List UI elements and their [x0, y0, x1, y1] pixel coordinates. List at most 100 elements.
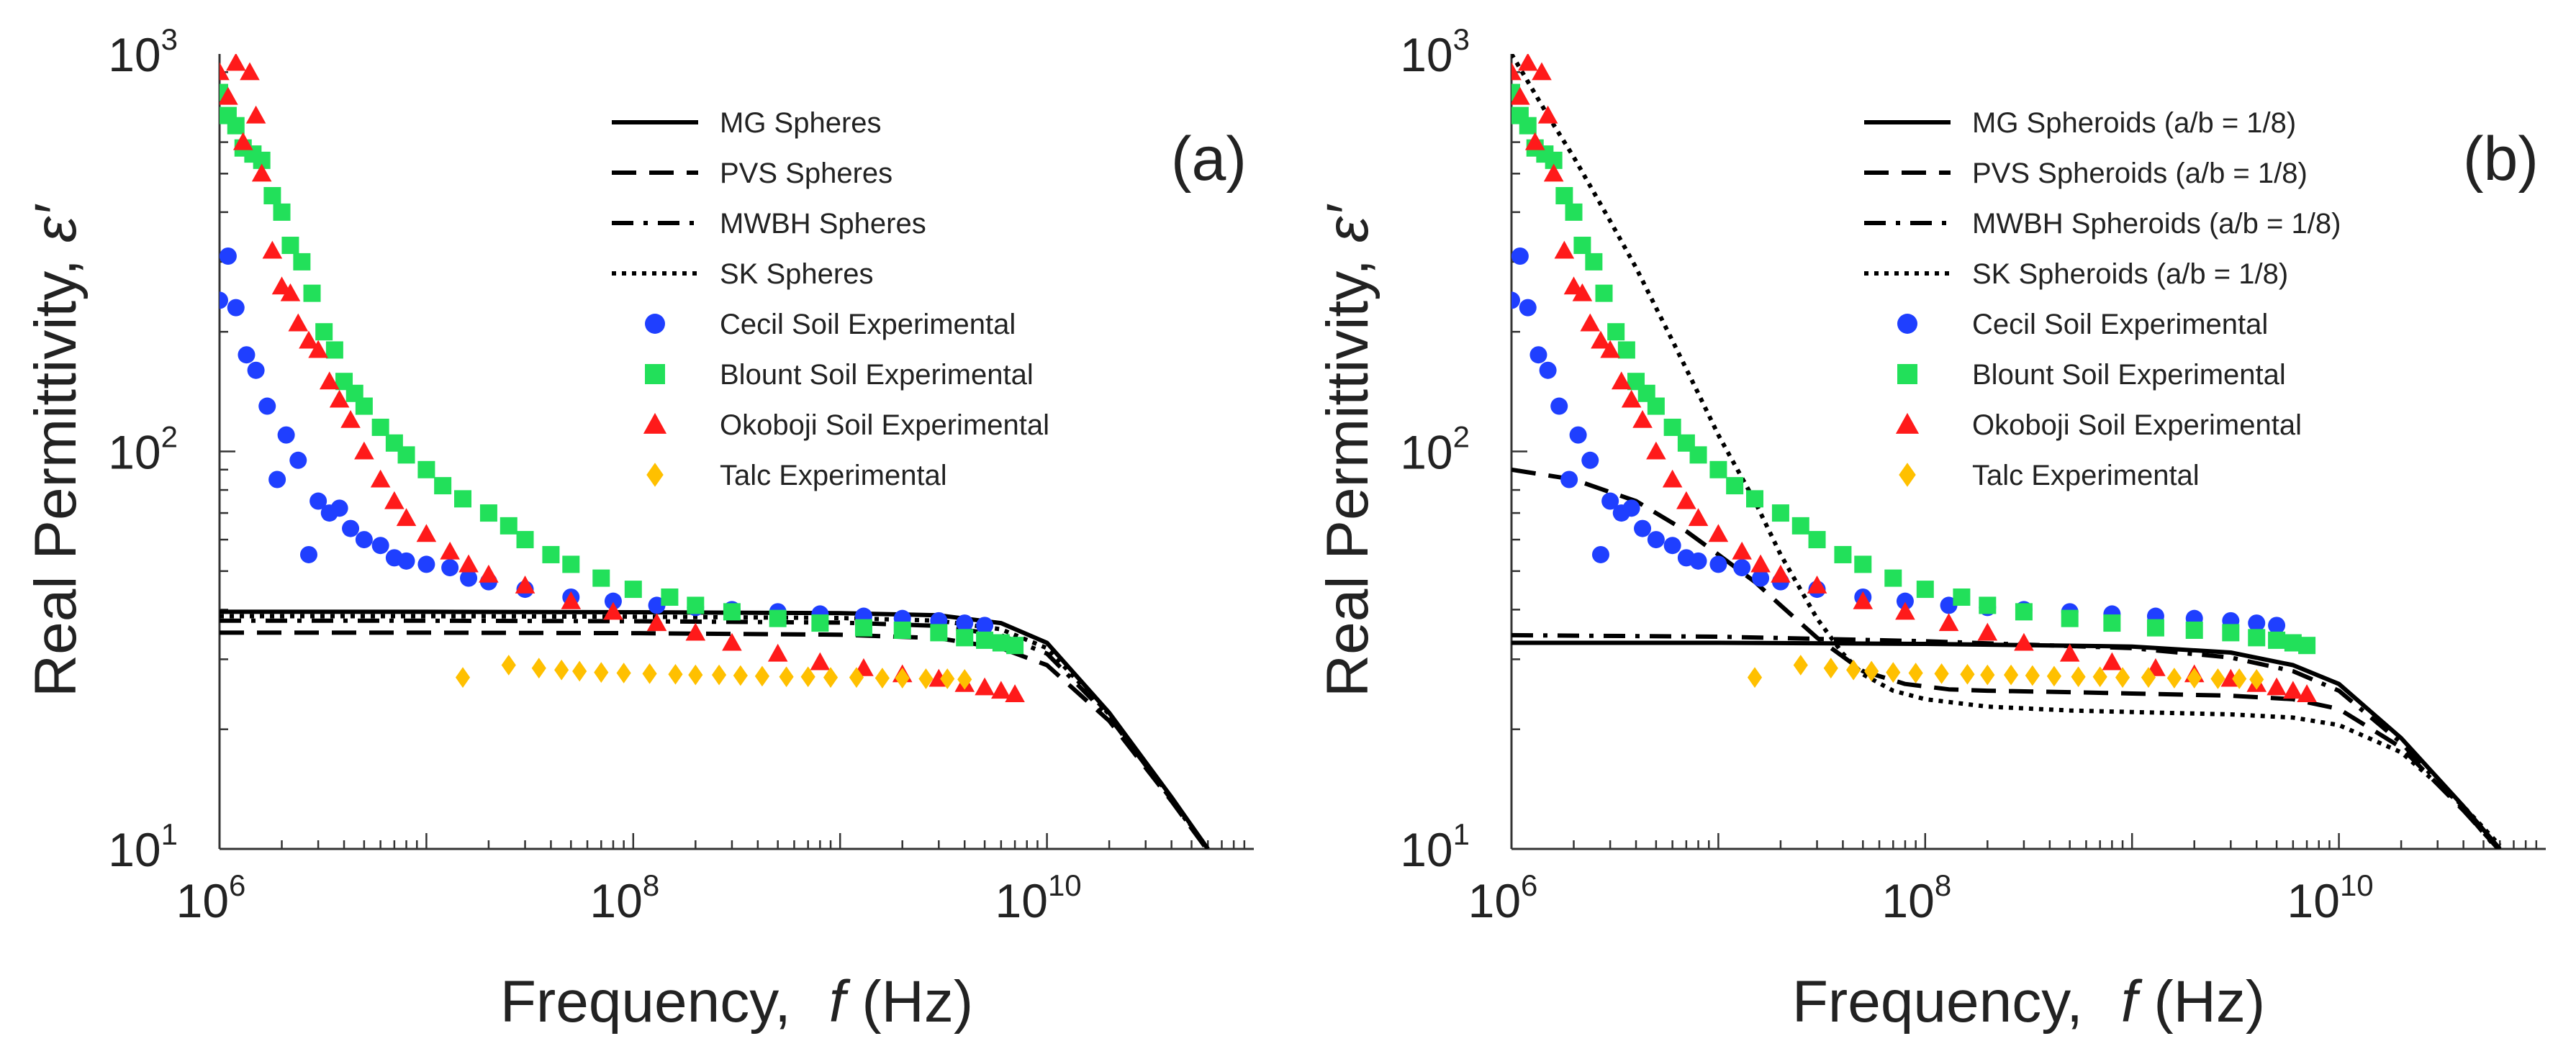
- data-point-diamond: [2232, 668, 2247, 689]
- data-point-square: [1573, 237, 1591, 255]
- data-point-circle: [1752, 569, 1770, 587]
- data-point-diamond: [1980, 664, 1995, 686]
- data-point-square: [1726, 477, 1744, 495]
- x-tick-exponent: 8: [643, 868, 659, 902]
- data-point-diamond: [2115, 667, 2130, 688]
- y-tick-label: 101: [1400, 817, 1470, 876]
- data-point-triangle: [2014, 632, 2034, 651]
- x-tick-base: 10: [995, 874, 1048, 927]
- data-point-diamond: [895, 668, 910, 688]
- x-tick-exponent: 6: [1521, 868, 1537, 902]
- data-point-square: [811, 614, 829, 632]
- data-point-triangle: [220, 86, 238, 105]
- data-point-square: [930, 624, 948, 642]
- data-point-diamond: [2003, 664, 2019, 686]
- data-point-diamond: [1823, 658, 1838, 679]
- x-tick-base: 10: [1468, 874, 1521, 927]
- data-point-circle: [604, 592, 622, 610]
- data-point-square: [2103, 614, 2121, 632]
- data-point-circle: [299, 545, 317, 563]
- legend-entry-label: Okoboji Soil Experimental: [720, 409, 1049, 441]
- data-point-triangle: [308, 340, 328, 358]
- data-point-square: [956, 629, 974, 647]
- data-point-triangle: [767, 643, 788, 662]
- data-point-diamond: [779, 666, 794, 688]
- data-point-triangle: [991, 681, 1011, 699]
- data-point-square: [454, 490, 472, 508]
- data-point-triangle: [262, 240, 283, 259]
- x-axis-label-text: Frequency,: [500, 969, 808, 1035]
- x-tick-exponent: 8: [1935, 868, 1951, 902]
- data-point-diamond: [1793, 655, 1808, 676]
- data-point-triangle: [1688, 508, 1709, 527]
- data-point-square: [1746, 490, 1764, 508]
- x-tick-base: 10: [176, 874, 229, 927]
- data-point-square: [1565, 203, 1583, 221]
- y-tick-base: 10: [108, 28, 161, 81]
- data-point-triangle: [1511, 62, 1522, 81]
- data-point-circle: [1519, 299, 1537, 317]
- data-point-square: [516, 531, 534, 549]
- data-point-triangle: [370, 469, 391, 488]
- data-point-triangle: [251, 163, 272, 182]
- data-point-diamond: [501, 655, 516, 676]
- data-point-circle: [1622, 499, 1640, 517]
- data-point-triangle: [1543, 163, 1564, 182]
- data-point-diamond: [733, 665, 748, 686]
- data-point-square: [1884, 569, 1902, 587]
- x-axis-label-unit: (Hz): [846, 969, 974, 1035]
- data-point-circle: [1647, 531, 1665, 549]
- data-point-triangle: [1708, 524, 1729, 542]
- data-point-circle: [355, 531, 373, 549]
- data-point-diamond: [800, 666, 815, 688]
- data-point-circle: [441, 559, 459, 577]
- y-tick-base: 10: [108, 823, 161, 876]
- data-point-square: [893, 621, 911, 639]
- y-tick-exponent: 1: [161, 817, 178, 851]
- data-point-triangle: [384, 491, 405, 509]
- data-point-circle: [1560, 471, 1578, 488]
- y-tick-base: 10: [108, 426, 161, 479]
- data-point-diamond: [2187, 668, 2202, 688]
- data-point-square: [1595, 284, 1613, 302]
- data-point-triangle: [1537, 105, 1558, 124]
- data-point-diamond: [688, 664, 703, 686]
- data-point-circle: [1511, 247, 1529, 265]
- data-point-square: [1953, 588, 1971, 606]
- data-point-circle: [976, 617, 994, 635]
- data-point-triangle: [561, 591, 582, 609]
- data-point-diamond: [754, 665, 770, 687]
- data-point-triangle: [2283, 681, 2303, 699]
- data-point-circle: [1550, 397, 1568, 415]
- series-diamond-points: [1747, 655, 2264, 690]
- data-point-square: [592, 569, 610, 587]
- x-tick-exponent: 10: [2340, 868, 2374, 902]
- data-point-circle: [330, 499, 348, 517]
- legend-entry-label: Cecil Soil Experimental: [720, 309, 1016, 340]
- data-point-square: [1689, 446, 1707, 464]
- y-tick-label: 101: [108, 817, 178, 876]
- legend: MG Spheroids (a/b = 1/8) PVS Spheroids (a…: [1864, 107, 2341, 491]
- data-point-square: [355, 397, 373, 415]
- y-tick-base: 10: [1400, 426, 1452, 479]
- y-tick-exponent: 2: [1453, 420, 1470, 454]
- data-point-square: [1834, 545, 1852, 563]
- data-point-circle: [258, 397, 276, 415]
- data-point-circle: [277, 426, 295, 444]
- data-point-circle: [1569, 426, 1587, 444]
- data-point-circle: [238, 346, 256, 364]
- data-point-circle: [342, 519, 360, 537]
- data-point-diamond: [1846, 659, 1861, 681]
- data-point-square: [2222, 624, 2240, 642]
- panel-label: (b): [2463, 124, 2539, 194]
- legend-entry-label: PVS Spheres: [720, 158, 892, 189]
- data-point-circle: [371, 537, 389, 555]
- legend-entry-label: SK Spheroids (a/b = 1/8): [1972, 258, 2288, 290]
- data-point-square: [273, 203, 291, 221]
- data-point-diamond: [918, 668, 934, 689]
- data-point-circle: [1896, 592, 1914, 610]
- data-point-triangle: [1005, 684, 1025, 703]
- data-point-triangle: [1621, 389, 1642, 408]
- legend: MG Spheres PVS Spheres MWBH Spheres SK Sphe…: [612, 107, 1049, 491]
- data-point-square: [434, 477, 452, 495]
